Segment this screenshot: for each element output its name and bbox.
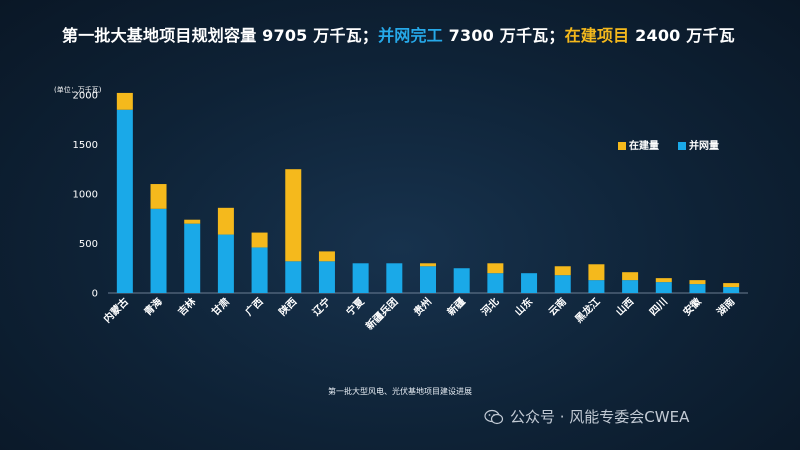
x-tick-label: 河北 bbox=[478, 295, 501, 318]
x-tick-label: 青海 bbox=[141, 295, 164, 318]
bar-grid-connected-2 bbox=[184, 223, 201, 293]
x-tick-label: 安徽 bbox=[680, 294, 704, 318]
bar-under-construction-6 bbox=[318, 251, 335, 262]
bar-grid-connected-12 bbox=[521, 273, 538, 293]
bar-grid-connected-1 bbox=[150, 208, 167, 293]
bars-group bbox=[116, 92, 740, 293]
bar-under-construction-13 bbox=[554, 266, 571, 276]
bar-under-construction-5 bbox=[285, 169, 302, 262]
bar-under-construction-4 bbox=[251, 232, 268, 248]
unit-label: (单位：万千瓦) bbox=[54, 85, 102, 94]
bar-grid-connected-17 bbox=[689, 284, 706, 293]
bar-under-construction-9 bbox=[420, 263, 436, 267]
bar-grid-connected-15 bbox=[622, 280, 639, 293]
bar-grid-connected-0 bbox=[116, 109, 133, 293]
x-tick-label: 辽宁 bbox=[310, 295, 333, 318]
x-tick-label: 新疆 bbox=[444, 295, 467, 318]
bar-grid-connected-4 bbox=[251, 247, 268, 293]
title-grid-label: 并网完工 bbox=[378, 26, 443, 45]
y-tick-label: 1500 bbox=[73, 140, 98, 151]
bar-under-construction-3 bbox=[217, 207, 234, 235]
y-tick-label: 0 bbox=[92, 289, 98, 300]
title-construction-label: 在建项目 bbox=[564, 26, 630, 45]
bar-under-construction-1 bbox=[150, 184, 167, 209]
bar-grid-connected-8 bbox=[386, 263, 403, 293]
legend: 在建量 并网量 bbox=[618, 139, 719, 152]
legend-swatch-under-construction bbox=[618, 142, 626, 150]
x-tick-label: 四川 bbox=[647, 296, 670, 319]
title-grid-value: 7300 万千瓦； bbox=[442, 26, 565, 45]
legend-label-grid-connected: 并网量 bbox=[689, 139, 719, 152]
x-tick-label: 湖南 bbox=[714, 295, 737, 318]
watermark-text: 公众号 · 风能专委会CWEA bbox=[510, 408, 690, 426]
legend-swatch-grid-connected bbox=[678, 142, 686, 150]
bar-grid-connected-9 bbox=[420, 266, 436, 293]
x-tick-label: 广西 bbox=[242, 295, 265, 318]
x-tick-label: 吉林 bbox=[175, 294, 199, 318]
bar-grid-connected-7 bbox=[352, 263, 369, 293]
bar-grid-connected-6 bbox=[318, 261, 335, 293]
watermark: 公众号 · 风能专委会CWEA bbox=[484, 406, 689, 427]
bar-grid-connected-16 bbox=[655, 282, 672, 293]
title-construction-value: 2400 万千瓦 bbox=[629, 26, 735, 45]
y-tick-label: 1000 bbox=[73, 189, 98, 200]
title-total: 第一批大基地项目规划容量 9705 万千瓦； bbox=[62, 26, 379, 45]
x-tick-label: 山东 bbox=[512, 295, 535, 318]
chart-caption: 第一批大型风电、光伏基地项目建设进展 bbox=[328, 387, 472, 396]
x-tick-label: 宁夏 bbox=[343, 294, 367, 318]
bar-grid-connected-3 bbox=[217, 234, 234, 293]
x-tick-label: 新疆兵团 bbox=[363, 295, 400, 332]
bar-grid-connected-11 bbox=[487, 273, 504, 293]
wechat-icon bbox=[484, 409, 504, 424]
bar-grid-connected-13 bbox=[554, 275, 571, 293]
x-tick-label: 山西 bbox=[613, 295, 636, 318]
bar-under-construction-18 bbox=[723, 283, 740, 288]
y-tick-label: 500 bbox=[79, 239, 98, 250]
x-tick-label: 贵州 bbox=[411, 295, 434, 318]
x-tick-label: 内蒙古 bbox=[101, 295, 131, 325]
legend-label-under-construction: 在建量 bbox=[629, 139, 659, 152]
chart-title: 第一批大基地项目规划容量 9705 万千瓦；并网完工 7300 万千瓦；在建项目… bbox=[62, 22, 735, 46]
bar-grid-connected-5 bbox=[285, 261, 302, 293]
bar-under-construction-17 bbox=[689, 280, 706, 285]
bar-under-construction-16 bbox=[655, 278, 672, 283]
bar-grid-connected-10 bbox=[453, 268, 470, 293]
bar-under-construction-11 bbox=[487, 263, 504, 274]
x-tick-label: 云南 bbox=[546, 295, 569, 318]
bar-grid-connected-14 bbox=[588, 280, 605, 293]
y-tick-label: 2000 bbox=[73, 90, 98, 101]
bar-under-construction-15 bbox=[622, 272, 639, 281]
bar-grid-connected-18 bbox=[723, 287, 740, 293]
x-tick-label: 黑龙江 bbox=[572, 295, 602, 325]
x-tick-label: 甘肃 bbox=[209, 295, 232, 318]
bar-under-construction-14 bbox=[588, 264, 605, 281]
x-tick-label: 陕西 bbox=[276, 295, 299, 318]
bar-under-construction-0 bbox=[116, 92, 133, 110]
bar-under-construction-2 bbox=[184, 219, 201, 224]
y-axis: 0 500 1000 1500 2000 bbox=[73, 90, 98, 299]
